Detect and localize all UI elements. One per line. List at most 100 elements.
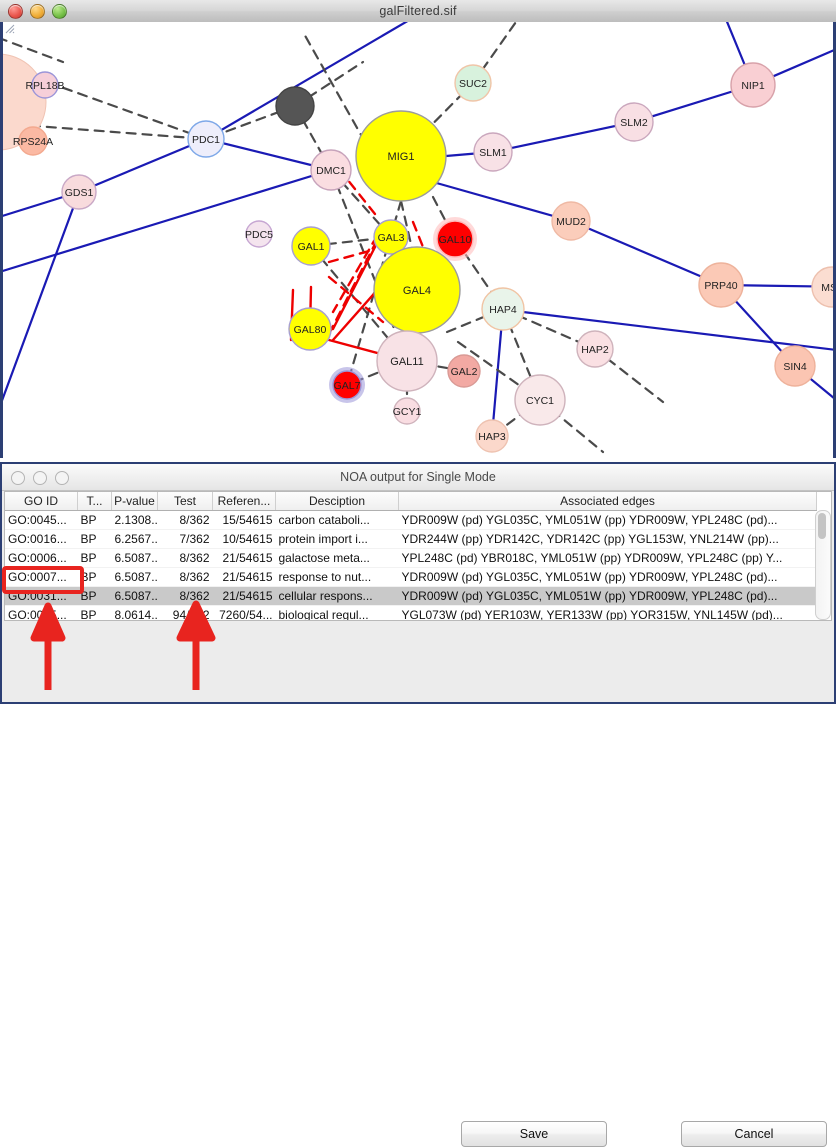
node-circle[interactable] [288,307,332,351]
node-circle[interactable] [436,220,474,258]
node-circle[interactable] [332,370,362,400]
table-row[interactable]: GO:0007... BP 6.5087... 8/362 21/54615 respon… [5,567,817,587]
graph-edge [204,22,409,141]
node-circle[interactable] [454,64,492,102]
noa-results-table-container[interactable]: GO ID T... P-value Test Referen... Desci… [4,491,832,621]
node-circle[interactable] [275,86,315,126]
graph-node-mud2[interactable]: MUD2 [551,201,591,241]
graph-node-gal1[interactable]: GAL1 [291,226,331,266]
column-header-test[interactable]: Test [157,492,213,511]
node-circle[interactable] [698,262,744,308]
node-circle[interactable] [373,219,409,255]
graph-node-gal4[interactable]: GAL4 [373,246,461,334]
column-header-associated-edges[interactable]: Associated edges [398,492,817,511]
graph-node-gds1[interactable]: GDS1 [61,174,97,210]
graph-node-hap3[interactable]: HAP3 [475,419,509,453]
graph-node-hap2[interactable]: HAP2 [576,330,614,368]
cell-go-id: GO:0031... [5,586,78,606]
node-circle[interactable] [355,110,447,202]
close-button-icon[interactable] [8,4,23,19]
column-header-go-id[interactable]: GO ID [5,492,78,511]
zoom-button-icon[interactable] [52,4,67,19]
graph-node-gal80[interactable]: GAL80 [288,307,332,351]
graph-node-gal10[interactable]: GAL10 [433,217,477,261]
node-circle[interactable] [475,419,509,453]
noa-results-table[interactable]: GO ID T... P-value Test Referen... Desci… [5,492,817,620]
node-circle[interactable] [187,120,225,158]
graph-node-gal11[interactable]: GAL11 [376,330,438,392]
graph-edge [341,172,377,216]
save-button[interactable]: Save [461,1121,607,1147]
node-circle[interactable] [310,149,352,191]
table-row[interactable]: GO:0065... BP 8.0614... 94/362 7260/54... bio… [5,605,817,620]
column-header-type[interactable]: T... [77,492,112,511]
graph-node-gal3[interactable]: GAL3 [373,219,409,255]
noa-traffic-lights[interactable] [11,471,69,485]
graph-node-msl[interactable]: MSL [811,266,833,308]
noa-minimize-button-icon[interactable] [33,471,47,485]
node-circle[interactable] [61,174,97,210]
graph-node-slm1[interactable]: SLM1 [473,132,513,172]
graph-node-rps24a[interactable]: RPS24A [13,126,53,156]
graph-node-rpl18b[interactable]: RPL18B [25,71,65,99]
cell-test: 8/362 [157,567,213,587]
graph-node-pdc1[interactable]: PDC1 [187,120,225,158]
graph-node-sin4[interactable]: SIN4 [774,345,816,387]
table-row[interactable]: GO:0045... BP 2.1308... 8/362 15/54615 carbon… [5,510,817,530]
graph-edge [3,38,65,64]
noa-zoom-button-icon[interactable] [55,471,69,485]
graph-node-suc2[interactable]: SUC2 [454,64,492,102]
node-circle[interactable] [245,220,273,248]
graph-node-gal7[interactable]: GAL7 [329,367,365,403]
cancel-button[interactable]: Cancel [681,1121,827,1147]
graph-node-gal2[interactable]: GAL2 [447,354,481,388]
noa-table-vertical-scrollbar[interactable] [815,510,831,620]
graph-node-mig1[interactable]: MIG1 [355,110,447,202]
node-circle[interactable] [551,201,591,241]
graph-nodes: RPL18B RPS24A GDS1 PDC1 PDC5 DMC1 SUC2 SLM1 SLM2… [3,53,833,453]
node-circle[interactable] [18,126,48,156]
node-circle[interactable] [473,132,513,172]
node-circle[interactable] [291,226,331,266]
column-header-p-value[interactable]: P-value [111,492,158,511]
noa-table-body[interactable]: GO:0045... BP 2.1308... 8/362 15/54615 carbon… [5,510,817,620]
column-header-reference[interactable]: Referen... [212,492,276,511]
graph-node-slm2[interactable]: SLM2 [614,102,654,142]
graph-node-cyc1[interactable]: CYC1 [514,374,566,426]
window-traffic-lights[interactable] [8,4,67,19]
network-graph[interactable]: RPL18B RPS24A GDS1 PDC1 PDC5 DMC1 SUC2 SLM1 SLM2… [3,22,833,456]
minimize-button-icon[interactable] [30,4,45,19]
cell-go-id: GO:0045... [5,510,78,530]
graph-node-prp40[interactable]: PRP40 [698,262,744,308]
graph-node-unlabeled[interactable] [275,86,315,126]
cell-associated-edges: YGL073W (pd) YER103W, YER133W (pp) YOR31… [398,605,817,620]
cell-p-value: 6.5087... [111,548,158,568]
node-circle[interactable] [481,287,525,331]
node-circle[interactable] [514,374,566,426]
node-circle[interactable] [614,102,654,142]
node-circle[interactable] [576,330,614,368]
node-circle[interactable] [376,330,438,392]
network-canvas[interactable]: RPL18B RPS24A GDS1 PDC1 PDC5 DMC1 SUC2 SLM1 SLM2… [0,22,836,458]
node-circle[interactable] [393,397,421,425]
table-row[interactable]: GO:0006... BP 6.5087... 8/362 21/54615 galact… [5,548,817,568]
graph-node-dmc1[interactable]: DMC1 [310,149,352,191]
column-header-description[interactable]: Desciption [275,492,399,511]
table-row[interactable]: GO:0031... BP 6.5087... 8/362 21/54615 cellul… [5,586,817,606]
node-circle[interactable] [447,354,481,388]
node-circle[interactable] [811,266,833,308]
graph-edge [77,137,208,194]
table-row[interactable]: GO:0016... BP 6.2567... 7/362 10/54615 protei… [5,529,817,549]
graph-node-pdc5[interactable]: PDC5 [245,220,273,248]
cell-p-value: 6.2567... [111,529,158,549]
graph-node-nip1[interactable]: NIP1 [730,62,776,108]
scrollbar-thumb[interactable] [818,513,826,539]
node-circle[interactable] [774,345,816,387]
node-circle[interactable] [730,62,776,108]
graph-node-gcy1[interactable]: GCY1 [393,397,422,425]
resize-grip-icon[interactable] [3,22,15,34]
graph-node-hap4[interactable]: HAP4 [481,287,525,331]
node-circle[interactable] [31,71,59,99]
noa-close-button-icon[interactable] [11,471,25,485]
noa-dialog-title: NOA output for Single Mode [340,470,496,484]
